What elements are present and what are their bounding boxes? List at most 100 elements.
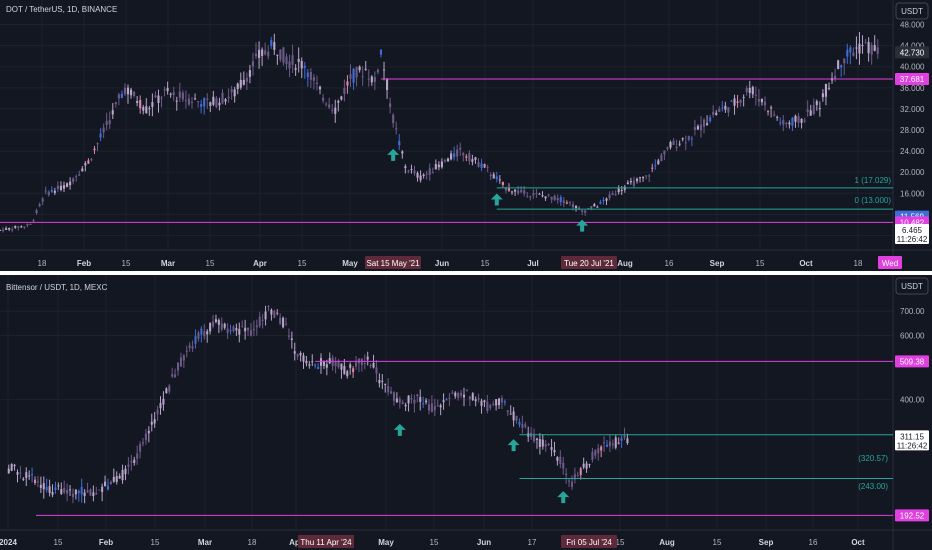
candle-body bbox=[337, 360, 340, 368]
candle-body bbox=[733, 98, 736, 106]
price-flag bbox=[895, 509, 929, 522]
currency-button[interactable] bbox=[895, 277, 929, 295]
time-axis-label: 18 bbox=[38, 259, 47, 268]
currency-button[interactable] bbox=[895, 2, 929, 20]
candle-body bbox=[212, 321, 215, 327]
price-flag-label: 42.730 bbox=[900, 48, 925, 57]
candle-body bbox=[776, 116, 779, 118]
candle-body bbox=[629, 180, 632, 183]
candle-body bbox=[524, 424, 527, 427]
candle-body bbox=[442, 400, 445, 403]
candle-body bbox=[389, 103, 392, 108]
candle-body bbox=[197, 101, 200, 103]
candle-body bbox=[593, 204, 596, 207]
candle-body bbox=[185, 350, 188, 352]
time-axis-label: 15 bbox=[713, 538, 722, 547]
candle-body bbox=[760, 99, 764, 103]
candle-body bbox=[48, 486, 51, 493]
candle-body bbox=[221, 92, 224, 104]
candle-body bbox=[553, 449, 556, 453]
candle-body bbox=[334, 107, 337, 114]
price-flag bbox=[895, 355, 929, 368]
candle-body bbox=[544, 196, 547, 199]
candle-body bbox=[264, 50, 267, 55]
candle-body bbox=[367, 78, 370, 80]
candle-body bbox=[834, 75, 837, 80]
time-axis-label: Sep bbox=[759, 538, 774, 547]
candle-body bbox=[456, 149, 459, 157]
time-axis-label: Aug bbox=[659, 538, 675, 547]
candle-body bbox=[462, 394, 466, 398]
candle-body bbox=[233, 89, 236, 97]
candle-body bbox=[65, 183, 69, 188]
candle-body bbox=[419, 175, 422, 181]
arrow-up-icon bbox=[576, 219, 589, 232]
candle-body bbox=[214, 319, 217, 322]
candle-body bbox=[276, 312, 279, 314]
candle-body bbox=[770, 107, 773, 109]
price-axis-label: 36.000 bbox=[900, 84, 925, 93]
candle-body bbox=[242, 79, 245, 85]
candle-body bbox=[220, 323, 223, 330]
candle-body bbox=[236, 83, 239, 90]
candle-body bbox=[861, 45, 864, 47]
candle-body bbox=[514, 189, 517, 192]
candle-body bbox=[290, 338, 293, 340]
time-axis-label: 18 bbox=[248, 538, 257, 547]
candle-body bbox=[518, 422, 521, 425]
candle-body bbox=[303, 65, 306, 68]
candle-body bbox=[739, 99, 742, 103]
candle-body bbox=[178, 91, 181, 98]
candle-body bbox=[241, 326, 244, 328]
candle-body bbox=[147, 430, 150, 434]
candle-body bbox=[489, 174, 492, 176]
candle-body bbox=[150, 421, 153, 425]
candle-body bbox=[620, 437, 623, 441]
candle-body bbox=[212, 96, 215, 105]
candle-body bbox=[328, 358, 331, 364]
candle-body bbox=[267, 305, 270, 307]
candle-body bbox=[282, 47, 285, 63]
candle-body bbox=[440, 161, 443, 168]
candle-body bbox=[217, 319, 220, 325]
candle-body bbox=[492, 403, 495, 405]
candle-body bbox=[51, 491, 54, 495]
candle-body bbox=[571, 204, 575, 208]
candle-body bbox=[375, 367, 378, 374]
candle-body bbox=[422, 174, 425, 177]
candle-body bbox=[35, 210, 38, 214]
candle-body bbox=[206, 98, 209, 100]
candle-body bbox=[448, 397, 451, 399]
candle-body bbox=[255, 325, 258, 328]
candle-body bbox=[299, 352, 302, 356]
candle-body bbox=[151, 102, 154, 107]
candle-body bbox=[172, 92, 175, 96]
candle-body bbox=[794, 115, 797, 122]
candle-body bbox=[39, 484, 42, 488]
candle-body bbox=[736, 101, 739, 103]
candle-body bbox=[328, 104, 331, 108]
candle-body bbox=[358, 66, 361, 71]
panel-divider[interactable] bbox=[0, 271, 932, 275]
candle-body bbox=[144, 433, 147, 441]
candle-body bbox=[648, 175, 651, 177]
candle-body bbox=[59, 185, 63, 190]
candle-body bbox=[305, 360, 308, 364]
time-axis-label: Oct bbox=[799, 259, 813, 268]
candle-body bbox=[521, 423, 524, 428]
candle-body bbox=[297, 58, 300, 62]
candle-body bbox=[404, 166, 407, 169]
candle-body bbox=[296, 354, 299, 357]
candle-body bbox=[93, 148, 96, 151]
candle-body bbox=[1, 229, 5, 232]
candle-body bbox=[718, 108, 721, 112]
candle-body bbox=[115, 476, 118, 482]
candle-body bbox=[608, 194, 611, 199]
candle-body bbox=[797, 116, 800, 123]
candle-body bbox=[10, 463, 13, 471]
candle-body bbox=[611, 443, 614, 446]
candle-body bbox=[384, 383, 387, 385]
candle-body bbox=[742, 97, 745, 99]
candle-body bbox=[81, 168, 84, 172]
